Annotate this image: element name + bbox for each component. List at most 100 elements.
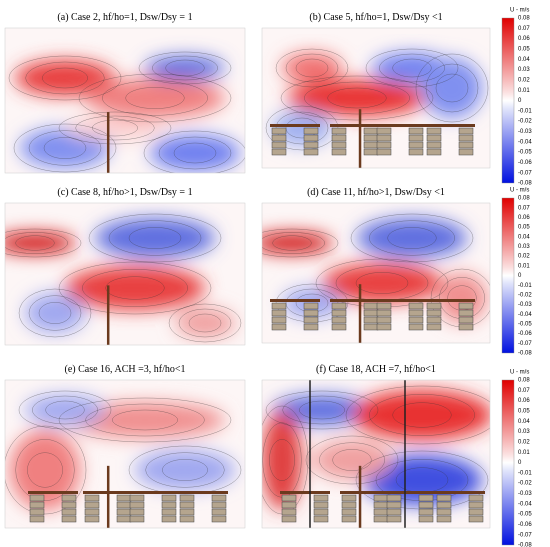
colorbar-tick: -0.02 — [518, 119, 532, 125]
colorbar-tick: -0.08 — [518, 351, 532, 357]
panel-title: (c) Case 8, hf/ho>1, Dsw/Dsy = 1 — [57, 187, 192, 198]
drawer — [29, 515, 45, 523]
drawer — [179, 501, 195, 509]
field-blur — [10, 395, 235, 510]
drawer — [376, 316, 392, 324]
velocity-region — [10, 430, 80, 510]
contour-line — [295, 58, 329, 78]
drawer — [271, 302, 287, 310]
velocity-region — [25, 293, 85, 333]
drawer — [458, 127, 474, 135]
colorbar-tick: 0.08 — [518, 16, 530, 22]
colorbar-tick: 0.07 — [518, 205, 530, 211]
contour-panel — [261, 27, 491, 169]
drawer — [436, 494, 452, 502]
contour-line — [15, 439, 75, 501]
desk — [435, 491, 485, 494]
drawer — [129, 515, 145, 523]
drawer — [458, 323, 474, 331]
desk — [340, 491, 390, 494]
drawer — [331, 323, 347, 331]
drawer — [179, 494, 195, 502]
contour-line — [58, 397, 232, 443]
drawer — [313, 508, 329, 516]
drawer — [331, 316, 347, 324]
drawer — [376, 134, 392, 142]
colorbar-tick: -0.05 — [518, 512, 532, 518]
velocity-region — [65, 402, 225, 438]
drawer — [373, 501, 389, 509]
desk — [270, 299, 320, 302]
drawer — [363, 316, 379, 324]
drawer — [303, 134, 319, 142]
drawer — [458, 141, 474, 149]
contour-line — [32, 395, 98, 425]
drawer — [129, 494, 145, 502]
contour-line — [105, 276, 165, 300]
drawer — [211, 515, 227, 523]
contour-line — [275, 48, 349, 88]
contour-line — [168, 303, 242, 343]
colorbar — [501, 379, 515, 546]
drawer — [341, 508, 357, 516]
drawer — [436, 515, 452, 523]
contour-line — [327, 87, 387, 109]
desk — [425, 299, 475, 302]
desk — [280, 491, 330, 494]
drawer — [331, 134, 347, 142]
drawer — [426, 302, 442, 310]
drawer — [418, 494, 434, 502]
drawer — [303, 148, 319, 156]
velocity-region — [282, 53, 342, 83]
colorbar-tick: -0.01 — [518, 108, 532, 114]
drawer — [436, 501, 452, 509]
field-blur — [5, 218, 235, 338]
contour-line — [102, 80, 208, 116]
drawer — [84, 494, 100, 502]
field — [5, 213, 242, 343]
colorbar-tick: 0.02 — [518, 439, 530, 445]
velocity-region — [5, 233, 75, 253]
drawer — [29, 494, 45, 502]
drawer — [458, 316, 474, 324]
colorbar-tick: -0.07 — [518, 170, 532, 176]
velocity-region — [175, 308, 235, 338]
drawer — [341, 515, 357, 523]
drawer — [84, 515, 100, 523]
panel-border — [4, 379, 246, 529]
colorbar-tick: 0 — [518, 460, 522, 466]
colorbar-tick: 0 — [518, 273, 522, 279]
colorbar — [501, 17, 515, 184]
desk — [128, 491, 178, 494]
contour-line — [319, 442, 385, 478]
drawer — [331, 302, 347, 310]
contour-line — [85, 403, 205, 437]
panel-title: (a) Case 2, hf/ho=1, Dsw/Dsy = 1 — [57, 12, 192, 23]
drawer — [341, 501, 357, 509]
contour-line — [425, 63, 479, 113]
drawer — [426, 309, 442, 317]
desk — [83, 491, 133, 494]
contour-line — [178, 308, 232, 338]
colorbar-tick: -0.07 — [518, 532, 532, 538]
contour-line — [138, 51, 232, 85]
drawer — [271, 148, 287, 156]
contour-line — [38, 302, 72, 324]
drawer — [331, 148, 347, 156]
drawer — [303, 302, 319, 310]
drawer — [331, 127, 347, 135]
field-blur — [15, 56, 240, 171]
drawer — [61, 508, 77, 516]
drawer — [363, 309, 379, 317]
velocity-region — [25, 395, 105, 425]
drawer — [271, 127, 287, 135]
colorbar-tick: -0.06 — [518, 331, 532, 337]
contour-line — [262, 232, 325, 254]
drawer — [313, 494, 329, 502]
drawer — [376, 309, 392, 317]
colorbar-tick: 0.04 — [518, 57, 530, 63]
contour-line — [15, 235, 55, 251]
contour-line — [152, 55, 218, 81]
drawer — [386, 494, 402, 502]
drawer — [29, 501, 45, 509]
